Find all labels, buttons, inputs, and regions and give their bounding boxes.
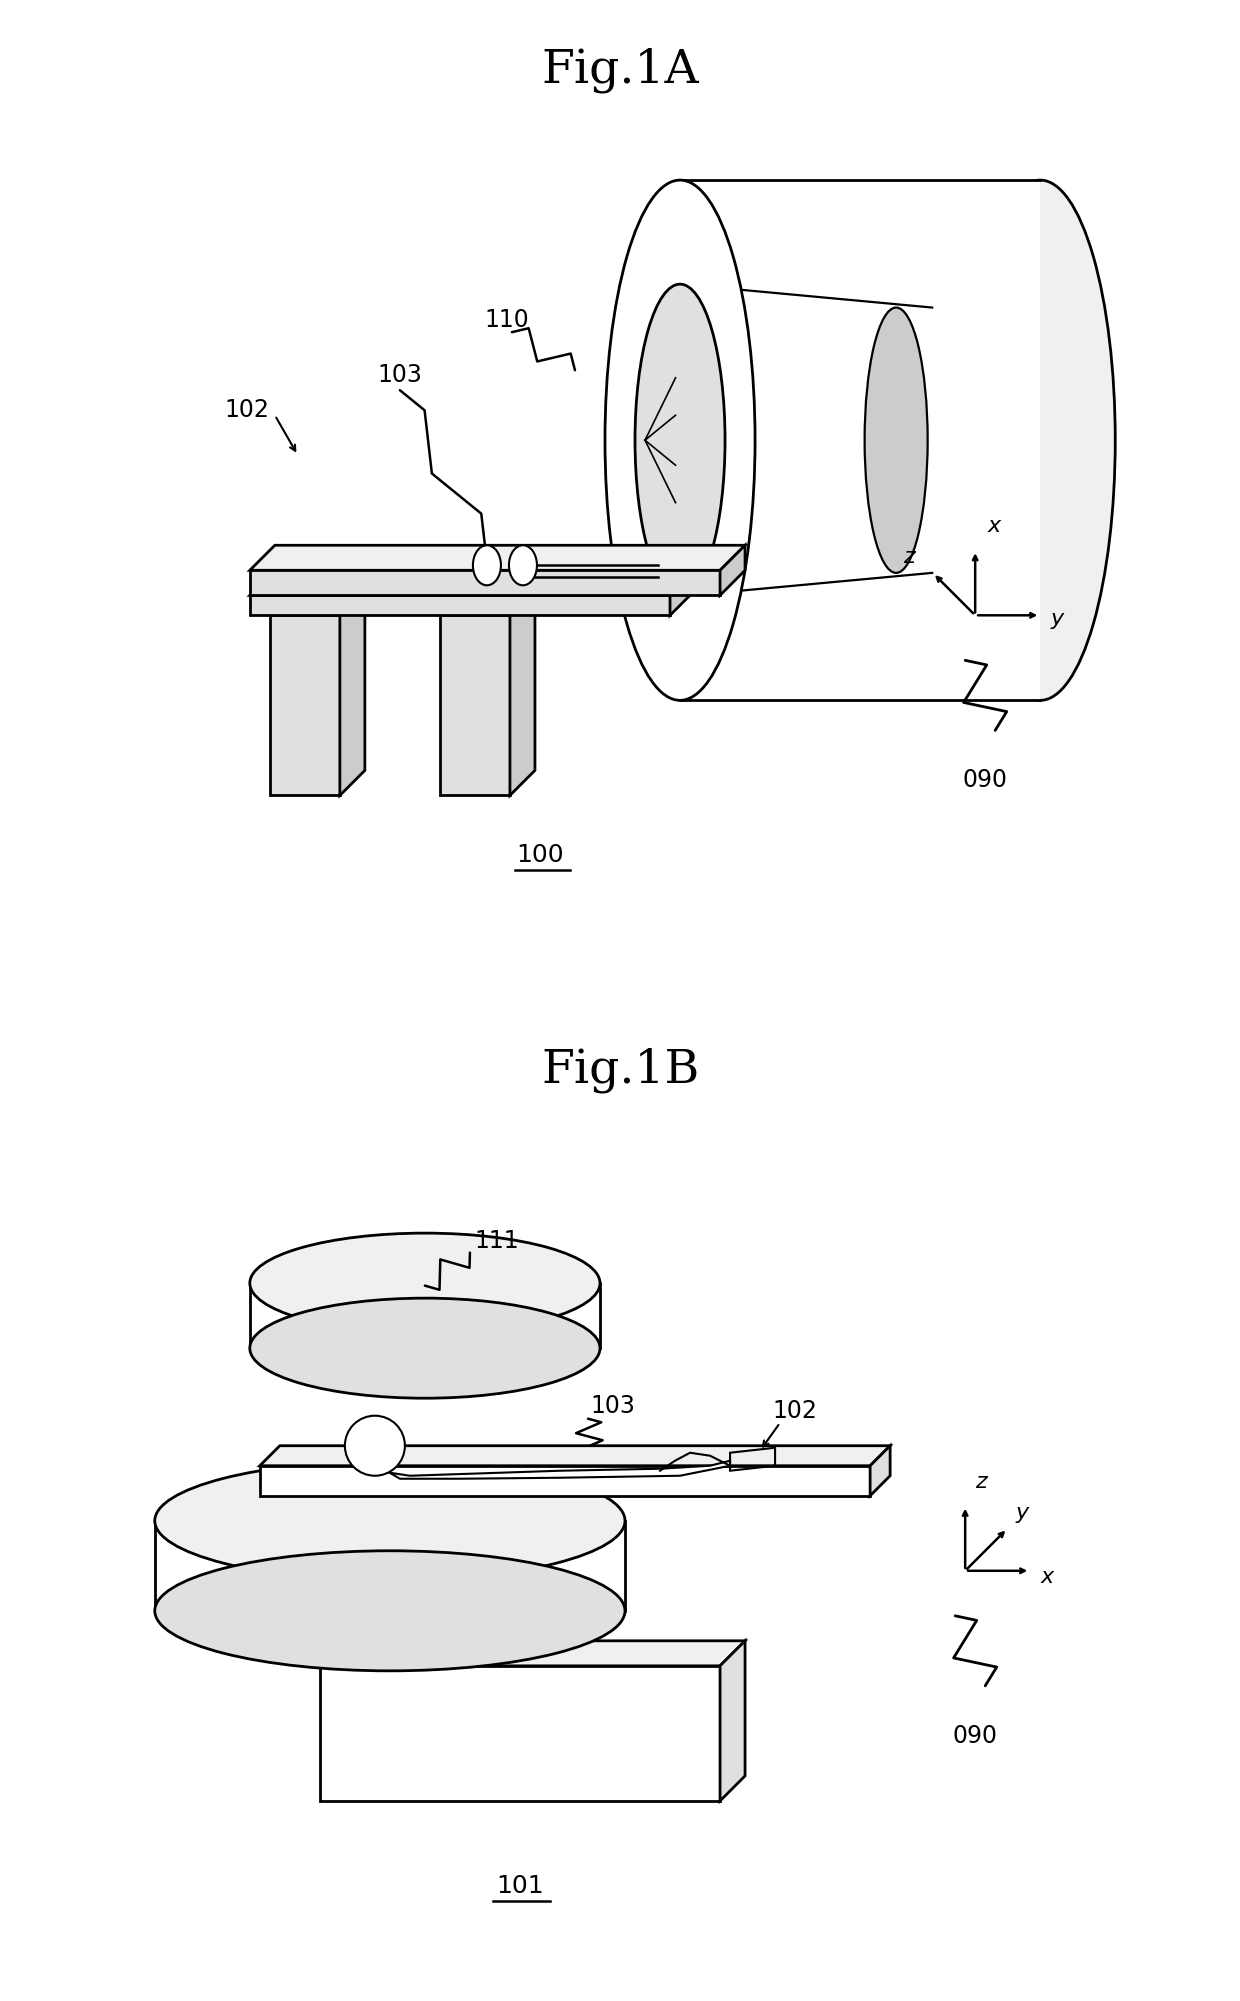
Text: 090: 090 [962,768,1008,792]
Ellipse shape [635,284,725,596]
Polygon shape [260,1445,890,1465]
Ellipse shape [249,1233,600,1333]
Circle shape [345,1417,405,1475]
Polygon shape [870,1445,890,1497]
Text: 103: 103 [378,364,423,386]
Text: 100: 100 [516,844,564,866]
Ellipse shape [472,544,501,584]
Polygon shape [670,570,696,616]
Ellipse shape [155,1461,625,1581]
Text: 103: 103 [590,1395,635,1417]
Text: y: y [1016,1503,1028,1523]
Polygon shape [270,616,340,794]
Text: Fig.1B: Fig.1B [541,1049,699,1093]
Polygon shape [320,1665,720,1801]
Polygon shape [320,1641,745,1665]
Polygon shape [155,1521,625,1611]
Polygon shape [249,594,670,616]
Text: Fig.1A: Fig.1A [541,48,699,92]
Text: 102: 102 [224,398,269,422]
Polygon shape [249,544,745,570]
Ellipse shape [605,180,755,700]
Polygon shape [680,180,1040,700]
Polygon shape [720,544,745,594]
Ellipse shape [965,180,1115,700]
Text: 111: 111 [475,1229,520,1253]
Polygon shape [340,590,365,794]
Text: z: z [903,546,915,566]
Polygon shape [270,590,365,616]
Text: 102: 102 [773,1399,817,1423]
Polygon shape [249,570,696,594]
Polygon shape [249,570,720,594]
Polygon shape [260,1465,870,1497]
Polygon shape [249,1283,600,1349]
Text: x: x [1040,1567,1053,1587]
Polygon shape [510,590,534,794]
Ellipse shape [508,544,537,584]
Text: 110: 110 [485,308,529,332]
Text: y: y [1050,610,1064,628]
Text: 101: 101 [496,1875,544,1897]
Polygon shape [378,1461,730,1479]
Text: 090: 090 [952,1725,998,1747]
Text: x: x [987,516,1001,536]
Ellipse shape [249,1299,600,1399]
Polygon shape [720,1641,745,1801]
Text: z: z [975,1473,987,1491]
Polygon shape [440,590,534,616]
Polygon shape [440,616,510,794]
Ellipse shape [155,1551,625,1671]
Ellipse shape [864,308,928,572]
